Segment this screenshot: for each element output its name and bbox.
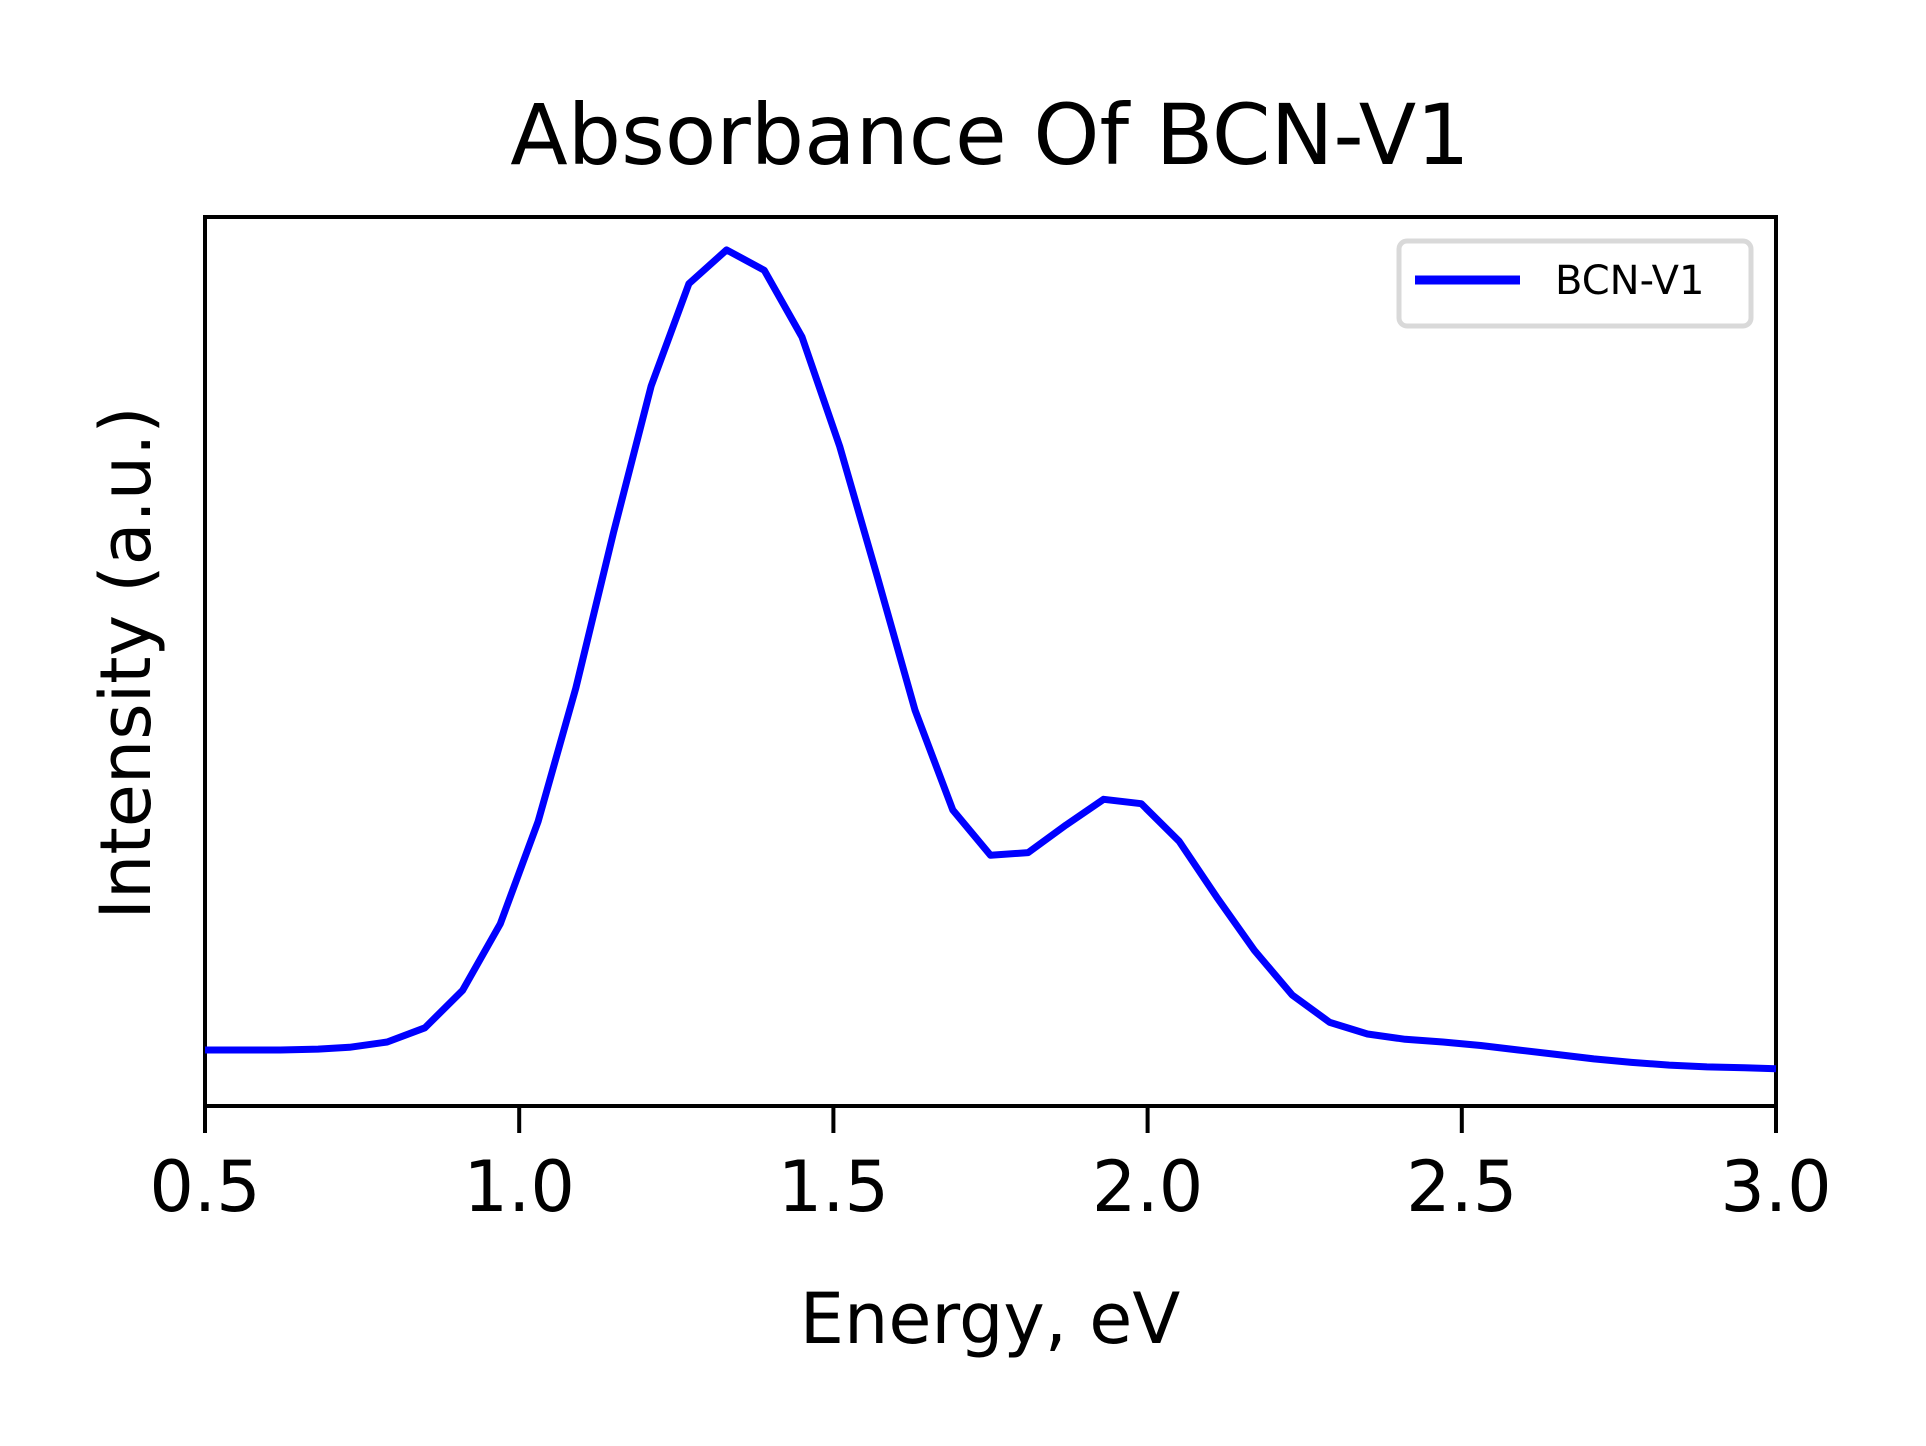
x-tick-label: 0.5 bbox=[149, 1146, 260, 1228]
chart-title: Absorbance Of BCN-V1 bbox=[510, 86, 1469, 184]
x-axis-ticks: 0.5 1.0 1.5 2.0 2.5 3.0 bbox=[149, 1106, 1832, 1228]
x-tick-label: 3.0 bbox=[1720, 1146, 1831, 1228]
series-line-bcn-v1 bbox=[205, 246, 1777, 1073]
x-tick-label: 2.0 bbox=[1092, 1146, 1203, 1228]
x-tick-label: 2.5 bbox=[1406, 1146, 1517, 1228]
plot-frame bbox=[203, 215, 1778, 1108]
legend: BCN-V1 bbox=[1396, 238, 1754, 329]
x-axis-label: Energy, eV bbox=[800, 1278, 1181, 1360]
x-tick-label: 1.0 bbox=[464, 1146, 575, 1228]
x-tick-label: 1.5 bbox=[778, 1146, 889, 1228]
legend-label: BCN-V1 bbox=[1555, 258, 1705, 304]
y-axis-label: Intensity (a.u.) bbox=[85, 406, 167, 919]
legend-box bbox=[1396, 238, 1754, 329]
series-layer bbox=[205, 246, 1777, 1073]
